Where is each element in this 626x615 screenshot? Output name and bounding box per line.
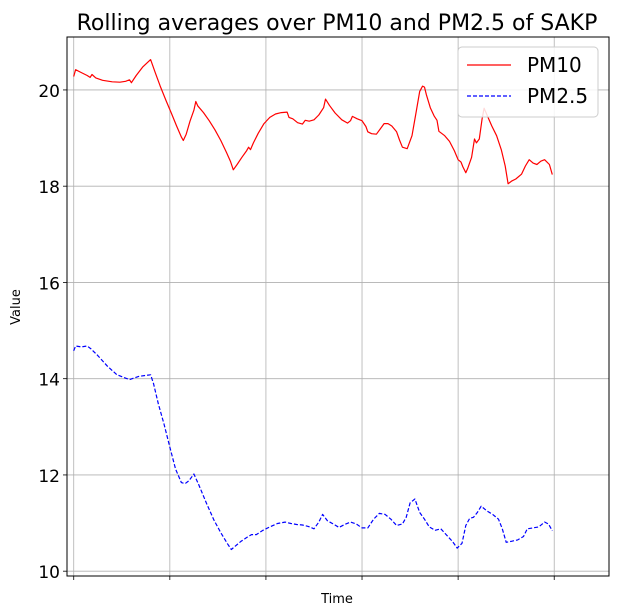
chart-title: Rolling averages over PM10 and PM2.5 of … xyxy=(77,11,598,36)
y-axis-ticks: 10 12 14 16 18 20 xyxy=(38,82,67,583)
y-tick-label: 16 xyxy=(38,274,60,294)
x-axis-label: Time xyxy=(320,592,353,607)
grid xyxy=(67,37,609,576)
legend-pm25-label: PM2.5 xyxy=(527,84,588,108)
y-tick-label: 12 xyxy=(38,467,60,487)
axes-frame xyxy=(66,36,610,577)
x-axis-ticks xyxy=(73,576,555,580)
y-axis-label: Value xyxy=(9,289,24,325)
pm25-line xyxy=(73,345,553,551)
y-tick-label: 18 xyxy=(38,178,60,198)
legend-pm10-label: PM10 xyxy=(527,53,582,77)
y-tick-label: 10 xyxy=(38,563,60,583)
pm10-line xyxy=(73,59,553,185)
legend: PM10 PM2.5 xyxy=(457,46,599,118)
y-tick-label: 20 xyxy=(38,82,60,102)
series-lines xyxy=(73,59,553,551)
y-tick-label: 14 xyxy=(38,371,60,391)
